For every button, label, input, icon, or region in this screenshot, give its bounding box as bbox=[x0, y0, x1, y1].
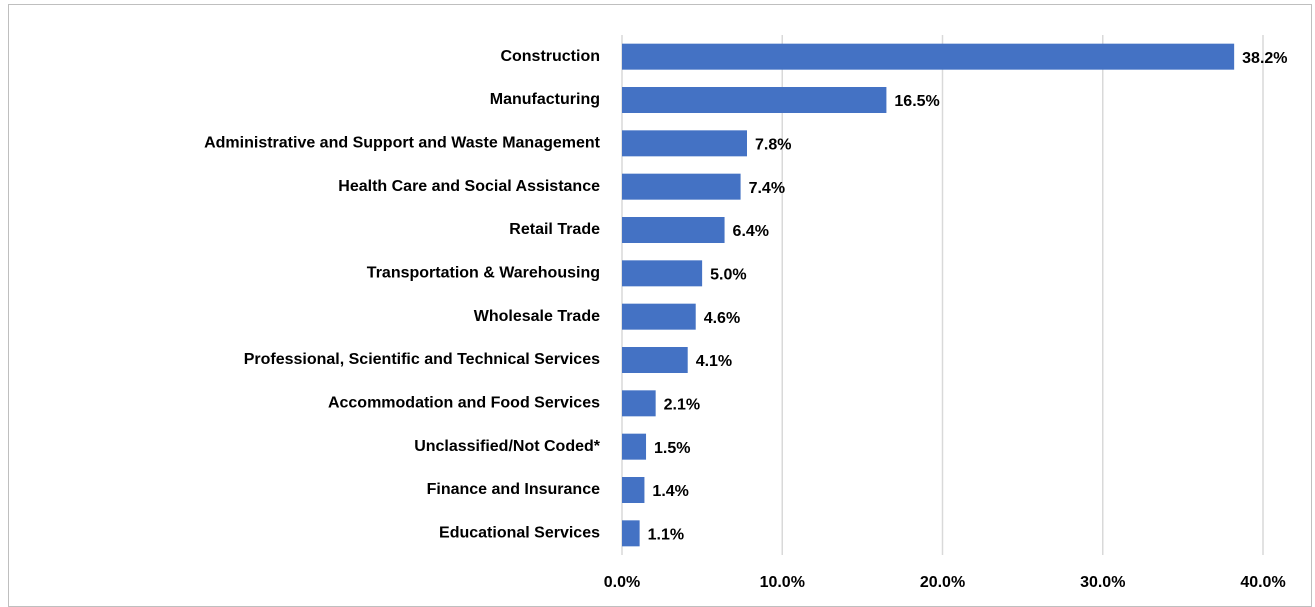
y-tick-label: Unclassified/Not Coded* bbox=[414, 438, 601, 455]
x-tick-label: 40.0% bbox=[1240, 574, 1285, 591]
data-label: 5.0% bbox=[710, 267, 746, 284]
data-label: 16.5% bbox=[894, 93, 939, 110]
data-label: 2.1% bbox=[664, 397, 700, 414]
y-tick-label: Retail Trade bbox=[509, 221, 600, 238]
y-tick-label: Health Care and Social Assistance bbox=[338, 178, 600, 195]
data-label: 1.1% bbox=[648, 527, 684, 544]
y-tick-label: Construction bbox=[500, 48, 600, 65]
y-tick-label: Professional, Scientific and Technical S… bbox=[244, 351, 600, 368]
y-tick-label: Manufacturing bbox=[490, 91, 600, 108]
y-tick-label: Finance and Insurance bbox=[427, 481, 600, 498]
bar bbox=[622, 173, 741, 200]
data-label: 7.4% bbox=[749, 180, 785, 197]
bar bbox=[622, 43, 1235, 70]
x-tick-label: 20.0% bbox=[920, 574, 965, 591]
data-label: 1.4% bbox=[652, 483, 688, 500]
y-tick-label: Accommodation and Food Services bbox=[328, 395, 600, 412]
data-label: 4.1% bbox=[696, 353, 732, 370]
bar bbox=[622, 130, 747, 157]
bar bbox=[622, 477, 645, 503]
x-tick-label: 0.0% bbox=[604, 574, 640, 591]
bar bbox=[622, 390, 656, 417]
y-tick-label: Transportation & Warehousing bbox=[367, 265, 600, 282]
bar bbox=[622, 433, 647, 460]
bar bbox=[622, 303, 696, 330]
y-tick-label: Administrative and Support and Waste Man… bbox=[204, 135, 601, 152]
data-label: 4.6% bbox=[704, 310, 740, 327]
bar bbox=[622, 217, 725, 243]
bar bbox=[622, 87, 887, 113]
bar bbox=[622, 347, 688, 373]
y-tick-label: Educational Services bbox=[439, 525, 600, 542]
x-tick-label: 30.0% bbox=[1080, 574, 1125, 591]
data-label: 6.4% bbox=[733, 223, 769, 240]
bar bbox=[622, 520, 640, 547]
bar bbox=[622, 260, 703, 287]
x-tick-label: 10.0% bbox=[760, 574, 805, 591]
data-label: 1.5% bbox=[654, 440, 690, 457]
data-label: 7.8% bbox=[755, 137, 791, 154]
data-label: 38.2% bbox=[1242, 50, 1287, 67]
y-tick-label: Wholesale Trade bbox=[474, 308, 600, 325]
